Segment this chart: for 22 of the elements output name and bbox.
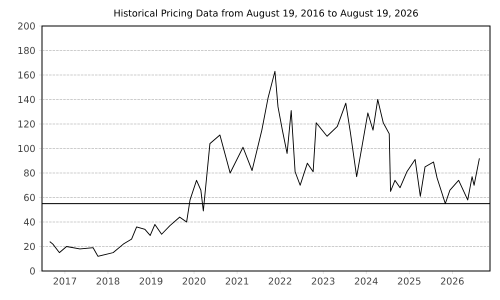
y-tick-label: 120 xyxy=(18,120,35,128)
y-tick-label: 180 xyxy=(18,46,35,54)
y-tick-label: 160 xyxy=(18,71,35,79)
y-tick-label: 20 xyxy=(24,242,35,250)
y-tick-label: 140 xyxy=(18,96,35,104)
x-tick-label: 2021 xyxy=(226,278,248,285)
x-tick-label: 2017 xyxy=(54,278,76,285)
y-tick-label: 0 xyxy=(30,267,35,275)
x-tick-label: 2022 xyxy=(268,278,292,285)
y-tick-label: 100 xyxy=(18,144,35,152)
x-tick-label: 2018 xyxy=(96,278,120,285)
x-tick-label: 2025 xyxy=(398,278,420,285)
x-tick-label: 2020 xyxy=(182,278,206,285)
y-tick-label: 60 xyxy=(24,194,35,202)
x-tick-label: 2024 xyxy=(354,278,378,285)
y-tick-label: 80 xyxy=(24,169,35,177)
x-tick-label: 2026 xyxy=(440,278,464,285)
x-tick-label: 2019 xyxy=(140,278,162,285)
chart-title: Historical Pricing Data from August 19, 2016 to August 19, 2026 xyxy=(114,9,418,18)
y-tick-label: 200 xyxy=(18,22,35,30)
y-tick-label: 40 xyxy=(24,218,35,226)
x-tick-label: 2023 xyxy=(312,278,334,285)
